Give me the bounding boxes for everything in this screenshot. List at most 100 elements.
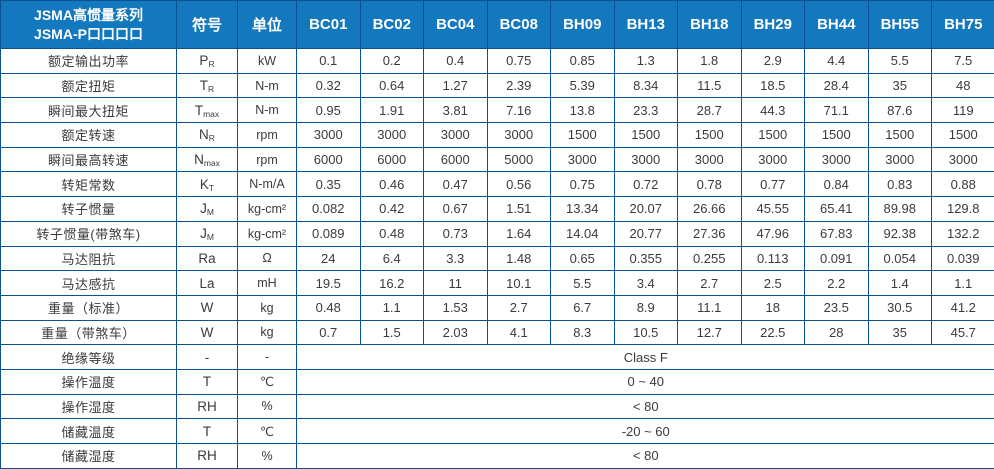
value-cell: 132.2 (932, 221, 994, 246)
merged-value-cell: -20 ~ 60 (297, 419, 994, 444)
value-cell: 0.355 (614, 246, 678, 271)
series-title-line1: JSMA高惯量系列 (1, 6, 176, 24)
value-cell: 0.42 (360, 197, 424, 222)
value-cell: 1500 (678, 123, 742, 148)
value-cell: 0.84 (805, 172, 869, 197)
value-cell: 5000 (487, 147, 551, 172)
value-cell: 0.1 (297, 49, 361, 74)
value-cell: 2.9 (741, 49, 805, 74)
symbol-cell: La (177, 271, 238, 296)
value-cell: 6000 (297, 147, 361, 172)
value-cell: 4.4 (805, 49, 869, 74)
symbol-cell: RH (177, 394, 238, 419)
value-cell: 27.36 (678, 221, 742, 246)
symbol-base: N (199, 127, 209, 142)
value-cell: 24 (297, 246, 361, 271)
row-label: 马达感抗 (1, 271, 177, 296)
value-cell: 7.16 (487, 98, 551, 123)
value-cell: 3000 (487, 123, 551, 148)
model-column-header-bh13: BH13 (614, 1, 678, 49)
model-column-header-bh29: BH29 (741, 1, 805, 49)
symbol-cell: KT (177, 172, 238, 197)
value-cell: 18 (741, 295, 805, 320)
value-cell: 67.83 (805, 221, 869, 246)
symbol-subscript: R (208, 59, 214, 69)
row-label: 转子惯量 (1, 197, 177, 222)
value-cell: 41.2 (932, 295, 994, 320)
value-cell: 0.039 (932, 246, 994, 271)
model-column-header-bh75: BH75 (932, 1, 994, 49)
value-cell: 0.4 (424, 49, 488, 74)
value-cell: 0.88 (932, 172, 994, 197)
symbol-cell: T (177, 419, 238, 444)
value-cell: 14.04 (551, 221, 615, 246)
value-cell: 45.55 (741, 197, 805, 222)
unit-cell: % (238, 394, 297, 419)
symbol-cell: - (177, 345, 238, 370)
value-cell: 3000 (614, 147, 678, 172)
value-cell: 1.27 (424, 73, 488, 98)
value-cell: 3000 (805, 147, 869, 172)
value-cell: 48 (932, 73, 994, 98)
symbol-subscript: M (207, 232, 214, 242)
unit-cell: ℃ (238, 419, 297, 444)
value-cell: 1.3 (614, 49, 678, 74)
value-cell: 1.1 (360, 295, 424, 320)
value-cell: 3.81 (424, 98, 488, 123)
value-cell: 10.5 (614, 320, 678, 345)
value-cell: 129.8 (932, 197, 994, 222)
value-cell: 0.2 (360, 49, 424, 74)
symbol-subscript: R (208, 84, 214, 94)
row-label: 额定输出功率 (1, 49, 177, 74)
value-cell: 0.7 (297, 320, 361, 345)
value-cell: 18.5 (741, 73, 805, 98)
symbol-subscript: R (209, 133, 215, 143)
value-cell: 28.7 (678, 98, 742, 123)
merged-value-cell: < 80 (297, 394, 994, 419)
value-cell: 0.35 (297, 172, 361, 197)
unit-cell: Ω (238, 246, 297, 271)
symbol-cell: PR (177, 49, 238, 74)
value-cell: 1.53 (424, 295, 488, 320)
model-column-header-bc04: BC04 (424, 1, 488, 49)
symbol-base: W (201, 325, 214, 340)
value-cell: 8.3 (551, 320, 615, 345)
value-cell: 87.6 (868, 98, 932, 123)
symbol-base: J (200, 226, 207, 241)
value-cell: 47.96 (741, 221, 805, 246)
row-label: 转矩常数 (1, 172, 177, 197)
value-cell: 0.78 (678, 172, 742, 197)
value-cell: 0.054 (868, 246, 932, 271)
value-cell: 1500 (741, 123, 805, 148)
value-cell: 23.5 (805, 295, 869, 320)
value-cell: 28 (805, 320, 869, 345)
value-cell: 3000 (297, 123, 361, 148)
value-cell: 1500 (932, 123, 994, 148)
value-cell: 28.4 (805, 73, 869, 98)
series-title-line2: JSMA-P口口口口 (1, 25, 176, 43)
value-cell: 1.5 (360, 320, 424, 345)
value-cell: 0.082 (297, 197, 361, 222)
value-cell: 0.089 (297, 221, 361, 246)
row-label: 马达阻抗 (1, 246, 177, 271)
row-label: 绝缘等级 (1, 345, 177, 370)
value-cell: 6.7 (551, 295, 615, 320)
value-cell: 0.48 (297, 295, 361, 320)
value-cell: 1500 (868, 123, 932, 148)
value-cell: 2.7 (678, 271, 742, 296)
unit-cell: mH (238, 271, 297, 296)
symbol-subscript: T (209, 183, 214, 193)
model-column-header-bh55: BH55 (868, 1, 932, 49)
spec-row: 绝缘等级--Class F (1, 345, 994, 370)
symbol-cell: JM (177, 221, 238, 246)
value-cell: 0.47 (424, 172, 488, 197)
value-cell: 35 (868, 320, 932, 345)
value-cell: 65.41 (805, 197, 869, 222)
value-cell: 26.66 (678, 197, 742, 222)
